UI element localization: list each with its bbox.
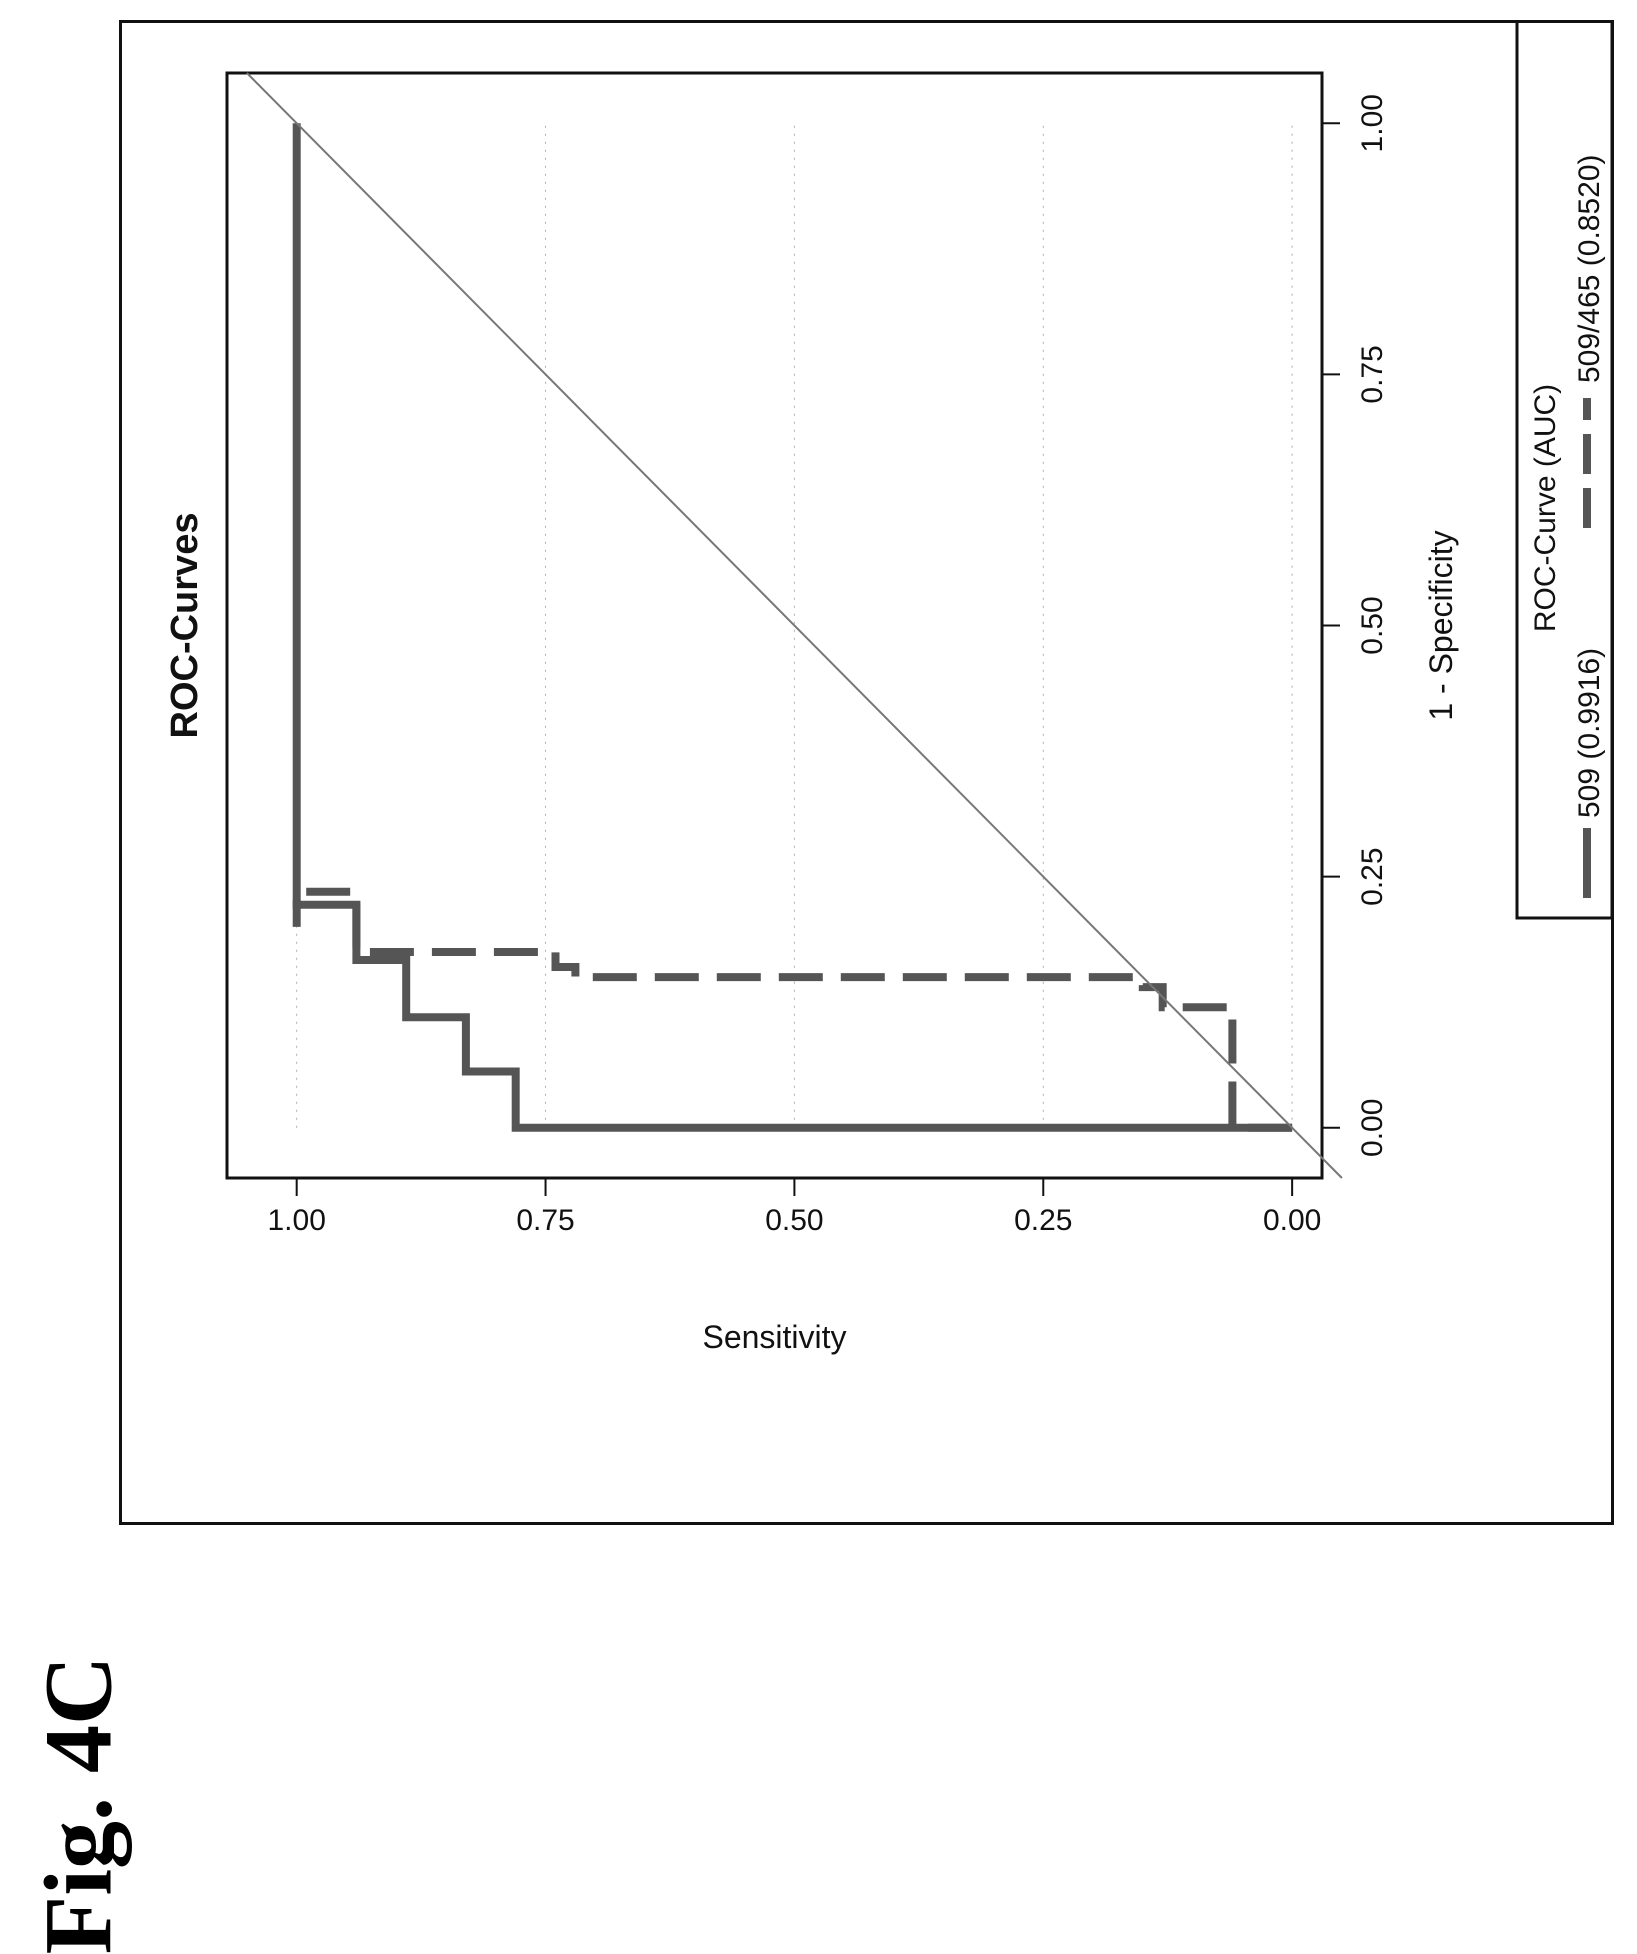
legend-entry-509-465: 509/465 (0.8520) xyxy=(1573,154,1606,383)
y-tick-label: 1.00 xyxy=(267,1204,325,1237)
x-tick-label: 0.50 xyxy=(1356,596,1389,654)
x-tick-label: 0.25 xyxy=(1356,847,1389,905)
y-tick-label: 0.00 xyxy=(1263,1204,1321,1237)
y-axis-label: Sensitivity xyxy=(702,1319,846,1355)
y-tick-label: 0.75 xyxy=(516,1204,574,1237)
x-tick-label: 1.00 xyxy=(1356,94,1389,152)
series-line-diagonal xyxy=(246,72,1343,1179)
x-tick-label: 0.75 xyxy=(1356,345,1389,403)
legend-title: ROC-Curve (AUC) xyxy=(1529,384,1562,632)
x-tick-label: 0.00 xyxy=(1356,1099,1389,1157)
legend-entry-509: 509 (0.9916) xyxy=(1573,648,1606,818)
y-tick-label: 0.50 xyxy=(765,1204,823,1237)
series-line-509-465 xyxy=(292,887,1293,1132)
y-tick-label: 0.25 xyxy=(1014,1204,1072,1237)
figure-label: Fig. 4C xyxy=(18,1656,138,1954)
rotated-chart-group: 0.00 0.25 0.50 0.75 1.00 0.00 0.25 0.50 0.75 1.00… xyxy=(164,0,1614,1355)
roc-chart: 0.00 0.25 0.50 0.75 1.00 0.00 0.25 0.50 0.75 1.00… xyxy=(164,0,1614,1355)
series-line-509 xyxy=(292,123,1293,1132)
plot-area-border xyxy=(225,71,1324,1180)
x-axis-label: 1 - Specificity xyxy=(1423,530,1459,720)
figure-frame: 0.00 0.25 0.50 0.75 1.00 0.00 0.25 0.50 0.75 1.00… xyxy=(119,0,1614,1525)
figure-label-text: Fig. 4C xyxy=(24,1655,132,1954)
chart-title: ROC-Curves xyxy=(164,513,206,739)
